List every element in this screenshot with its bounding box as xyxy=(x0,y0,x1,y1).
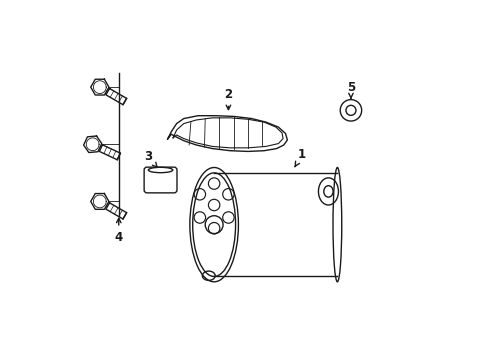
Text: 2: 2 xyxy=(224,88,232,109)
Text: 1: 1 xyxy=(294,148,305,167)
Text: 5: 5 xyxy=(346,81,354,99)
Text: 4: 4 xyxy=(114,218,122,244)
Text: 3: 3 xyxy=(143,150,157,167)
